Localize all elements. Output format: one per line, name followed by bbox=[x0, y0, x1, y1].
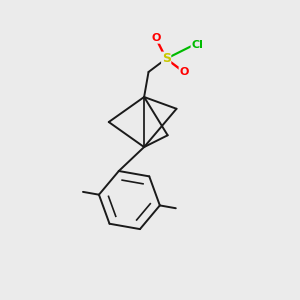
Text: Cl: Cl bbox=[191, 40, 203, 50]
Text: O: O bbox=[179, 67, 188, 77]
Text: O: O bbox=[151, 33, 160, 43]
Text: S: S bbox=[162, 52, 171, 65]
